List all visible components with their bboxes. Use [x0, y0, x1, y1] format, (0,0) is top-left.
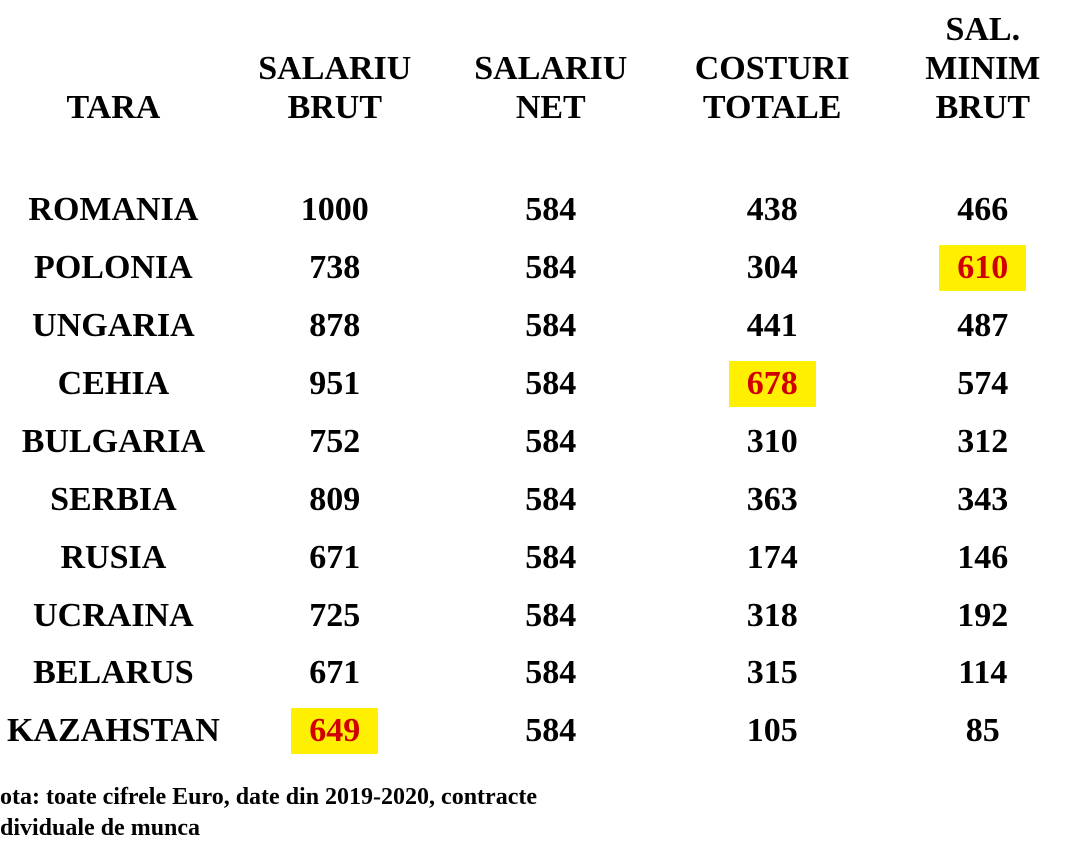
- col-header-text: SAL.: [890, 10, 1076, 49]
- cell-costuri: 438: [659, 181, 886, 239]
- footnote: ota: toate cifrele Euro, date din 2019-2…: [0, 782, 537, 844]
- cell-minim: 146: [886, 529, 1080, 587]
- cell-net: 584: [443, 587, 659, 645]
- table-row: SERBIA809584363343: [0, 471, 1080, 529]
- cell-country: RUSIA: [0, 529, 227, 587]
- cell-net: 584: [443, 181, 659, 239]
- col-header-text: NET: [447, 88, 655, 127]
- col-header-text: SALARIU: [231, 49, 439, 88]
- cell-brut: 951: [227, 355, 443, 413]
- cell-costuri: 304: [659, 239, 886, 297]
- cell-net: 584: [443, 702, 659, 760]
- cell-minim: 466: [886, 181, 1080, 239]
- col-header-text: BRUT: [231, 88, 439, 127]
- cell-brut: 752: [227, 413, 443, 471]
- cell-minim: 574: [886, 355, 1080, 413]
- cell-costuri: 105: [659, 702, 886, 760]
- col-header-text: BRUT: [890, 88, 1076, 127]
- col-header-text: COSTURI: [663, 49, 882, 88]
- col-header-tara: TARA: [0, 0, 227, 151]
- cell-country: ROMANIA: [0, 181, 227, 239]
- cell-minim: 487: [886, 297, 1080, 355]
- cell-country: BULGARIA: [0, 413, 227, 471]
- cell-brut: 738: [227, 239, 443, 297]
- cell-brut: 809: [227, 471, 443, 529]
- col-header-text: TARA: [4, 88, 223, 127]
- cell-costuri: 678: [659, 355, 886, 413]
- footnote-line: dividuale de munca: [0, 813, 537, 844]
- cell-country: BELARUS: [0, 644, 227, 702]
- cell-net: 584: [443, 644, 659, 702]
- cell-minim: 192: [886, 587, 1080, 645]
- cell-country: UCRAINA: [0, 587, 227, 645]
- table-row: POLONIA738584304 610: [0, 239, 1080, 297]
- table-row: KAZAHSTAN 649 58410585: [0, 702, 1080, 760]
- cell-costuri: 310: [659, 413, 886, 471]
- col-header-text: SALARIU: [447, 49, 655, 88]
- cell-minim: 610: [886, 239, 1080, 297]
- table-row: ROMANIA1000584438466: [0, 181, 1080, 239]
- cell-costuri: 441: [659, 297, 886, 355]
- cell-costuri: 174: [659, 529, 886, 587]
- cell-country: UNGARIA: [0, 297, 227, 355]
- salary-table: TARA SALARIU BRUT SALARIU NET COSTURI TO…: [0, 0, 1080, 760]
- table-row: CEHIA951584 678 574: [0, 355, 1080, 413]
- cell-net: 584: [443, 239, 659, 297]
- highlighted-value: 678: [729, 361, 816, 407]
- cell-minim: 114: [886, 644, 1080, 702]
- col-header-sal-minim-brut: SAL. MINIM BRUT: [886, 0, 1080, 151]
- cell-brut: 1000: [227, 181, 443, 239]
- col-header-text: MINIM: [890, 49, 1076, 88]
- cell-brut: 671: [227, 644, 443, 702]
- cell-minim: 85: [886, 702, 1080, 760]
- highlighted-value: 610: [939, 245, 1026, 291]
- col-header-text: TOTALE: [663, 88, 882, 127]
- table-row: RUSIA671584174146: [0, 529, 1080, 587]
- cell-brut: 671: [227, 529, 443, 587]
- cell-costuri: 318: [659, 587, 886, 645]
- cell-costuri: 315: [659, 644, 886, 702]
- salary-table-body: ROMANIA1000584438466POLONIA738584304610U…: [0, 151, 1080, 760]
- salary-table-head: TARA SALARIU BRUT SALARIU NET COSTURI TO…: [0, 0, 1080, 151]
- table-row: BELARUS671584315114: [0, 644, 1080, 702]
- cell-brut: 878: [227, 297, 443, 355]
- cell-minim: 312: [886, 413, 1080, 471]
- cell-costuri: 363: [659, 471, 886, 529]
- cell-brut: 725: [227, 587, 443, 645]
- cell-country: CEHIA: [0, 355, 227, 413]
- highlighted-value: 649: [291, 708, 378, 754]
- cell-country: SERBIA: [0, 471, 227, 529]
- col-header-costuri-totale: COSTURI TOTALE: [659, 0, 886, 151]
- cell-minim: 343: [886, 471, 1080, 529]
- cell-country: POLONIA: [0, 239, 227, 297]
- cell-country: KAZAHSTAN: [0, 702, 227, 760]
- cell-net: 584: [443, 413, 659, 471]
- footnote-line: ota: toate cifrele Euro, date din 2019-2…: [0, 782, 537, 813]
- page-container: TARA SALARIU BRUT SALARIU NET COSTURI TO…: [0, 0, 1080, 858]
- table-row: UNGARIA878584441487: [0, 297, 1080, 355]
- cell-net: 584: [443, 471, 659, 529]
- cell-brut: 649: [227, 702, 443, 760]
- cell-net: 584: [443, 297, 659, 355]
- col-header-salariu-brut: SALARIU BRUT: [227, 0, 443, 151]
- col-header-salariu-net: SALARIU NET: [443, 0, 659, 151]
- table-row: BULGARIA752584310312: [0, 413, 1080, 471]
- cell-net: 584: [443, 529, 659, 587]
- cell-net: 584: [443, 355, 659, 413]
- table-row: UCRAINA725584318192: [0, 587, 1080, 645]
